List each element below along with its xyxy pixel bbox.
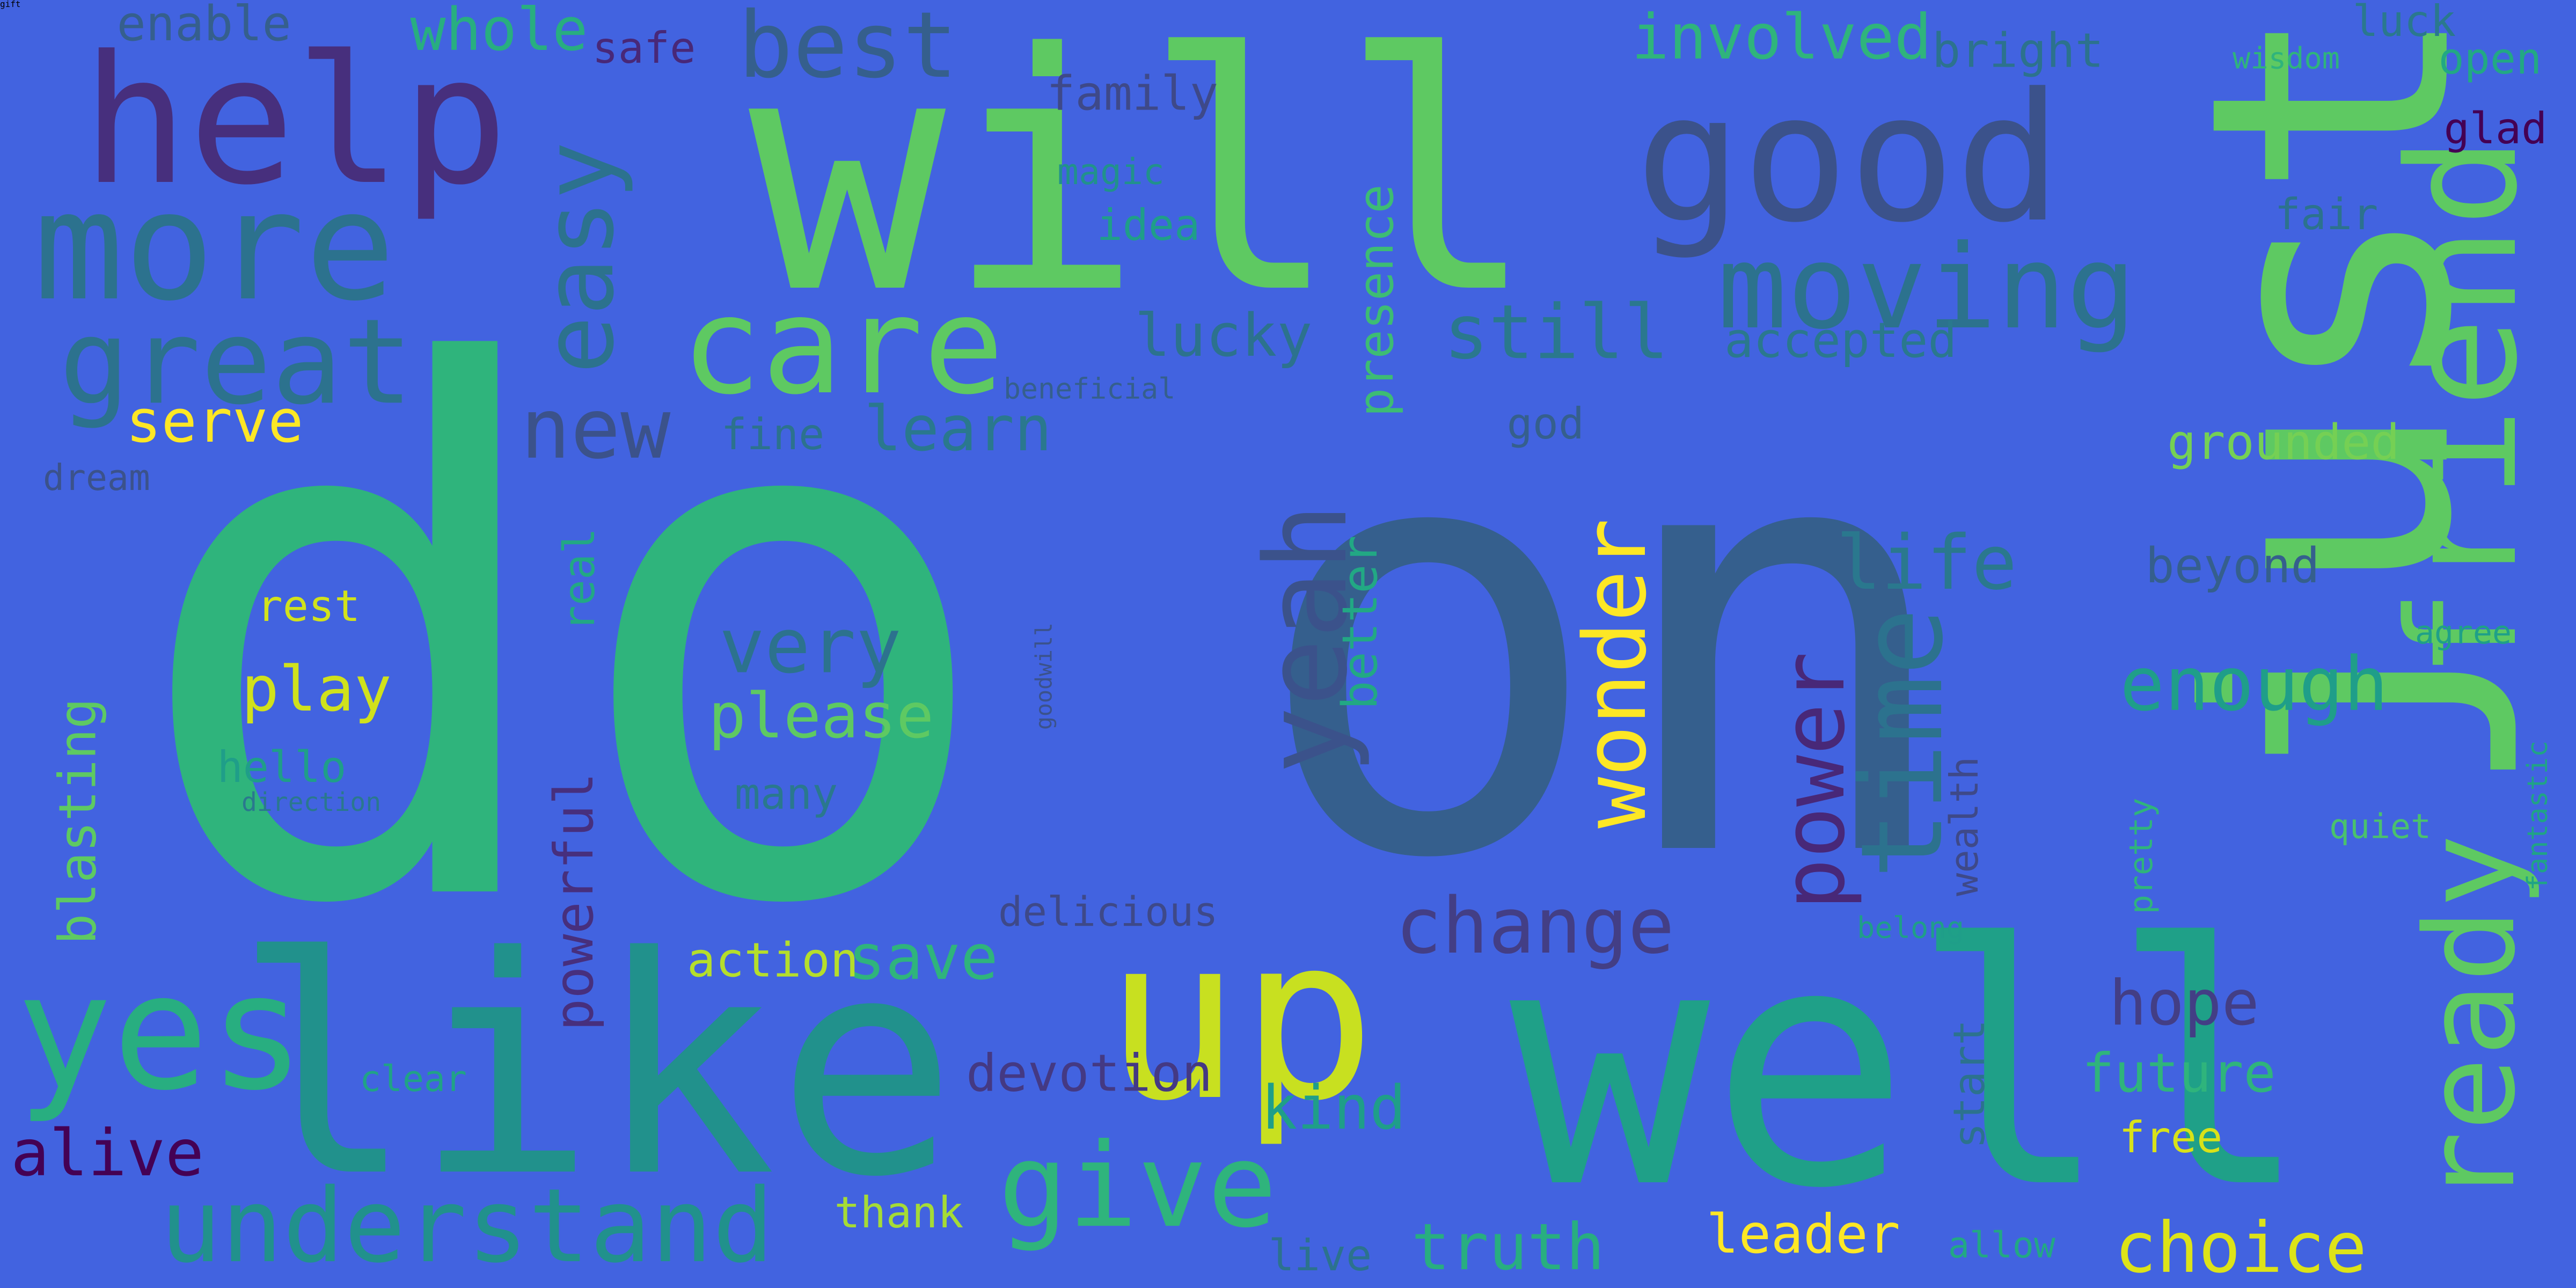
word-better: better xyxy=(1332,535,1388,710)
word-blasting: blasting xyxy=(48,698,108,945)
word-hello: hello xyxy=(217,742,347,792)
word-devotion: devotion xyxy=(966,1043,1213,1103)
word-beyond: beyond xyxy=(2145,538,2320,594)
word-wealth: wealth xyxy=(1942,756,1987,896)
word-care: care xyxy=(680,268,1004,424)
word-life: life xyxy=(1836,519,2017,607)
word-choice: choice xyxy=(2114,1206,2367,1288)
word-best: best xyxy=(738,0,958,99)
word-like: like xyxy=(233,893,957,1243)
word-enough: enough xyxy=(2120,640,2389,728)
word-more: more xyxy=(33,159,396,334)
word-gift: gift xyxy=(0,0,21,9)
word-lucky: lucky xyxy=(1135,301,1313,370)
word-agree: agree xyxy=(2415,614,2512,652)
word-luck: luck xyxy=(2352,0,2456,46)
word-quiet: quiet xyxy=(2329,806,2431,846)
word-clear: clear xyxy=(360,1057,467,1100)
word-open: open xyxy=(2438,34,2542,84)
word-safe: safe xyxy=(592,23,696,73)
word-idea: idea xyxy=(1096,200,1201,250)
word-family: family xyxy=(1046,65,1219,121)
word-future: future xyxy=(2082,1042,2276,1104)
word-magic: magic xyxy=(1057,150,1165,193)
word-goodwill: goodwill xyxy=(1030,623,1057,730)
word-god: god xyxy=(1506,399,1585,449)
word-real: real xyxy=(554,528,604,632)
word-fantastic: fantastic xyxy=(2522,740,2555,891)
word-well: well xyxy=(1509,874,2311,1261)
word-new: new xyxy=(521,380,671,478)
word-wonder: wonder xyxy=(1565,518,1665,829)
word-direction: direction xyxy=(241,787,382,817)
word-change: change xyxy=(1395,881,1675,971)
word-many: many xyxy=(734,769,838,819)
word-wisdom: wisdom xyxy=(2233,41,2340,76)
word-whole: whole xyxy=(410,0,588,64)
word-still: still xyxy=(1444,289,1669,376)
word-glad: glad xyxy=(2443,104,2548,153)
word-leader: leader xyxy=(1706,1203,1900,1265)
word-enable: enable xyxy=(116,0,291,52)
word-hope: hope xyxy=(2109,967,2259,1040)
word-very: very xyxy=(719,602,902,691)
word-powerful: powerful xyxy=(543,772,605,1031)
word-please: please xyxy=(708,679,934,752)
word-thank: thank xyxy=(834,1188,964,1238)
word-fair: fair xyxy=(2274,189,2379,239)
word-accepted: accepted xyxy=(1724,312,1957,369)
word-fine: fine xyxy=(721,409,825,459)
word-pretty: pretty xyxy=(2123,797,2160,914)
word-start: start xyxy=(1944,1019,1994,1149)
word-help: help xyxy=(82,18,509,224)
word-delicious: delicious xyxy=(998,888,1218,936)
word-on: on xyxy=(1250,301,1962,987)
word-serve: serve xyxy=(126,387,304,456)
word-beneficial: beneficial xyxy=(1004,372,1176,406)
word-great: great xyxy=(59,293,414,431)
word-bright: bright xyxy=(1932,23,2104,78)
word-alive: alive xyxy=(11,1116,204,1191)
word-easy: easy xyxy=(523,141,635,374)
word-moving: moving xyxy=(1717,219,2136,355)
word-grounded: grounded xyxy=(2167,414,2400,471)
word-yes: yes xyxy=(16,939,305,1126)
word-involved: involved xyxy=(1631,1,1932,74)
word-action: action xyxy=(687,932,859,988)
word-truth: truth xyxy=(1411,1210,1605,1285)
word-ready: ready xyxy=(2399,833,2543,1206)
word-good: good xyxy=(1635,55,2062,261)
word-do: do xyxy=(129,219,1001,1063)
word-allow: allow xyxy=(1948,1224,2055,1266)
word-free: free xyxy=(2119,1113,2223,1162)
word-kind: kind xyxy=(1261,1073,1406,1143)
word-will: will xyxy=(749,0,1538,365)
word-play: play xyxy=(241,653,392,726)
word-save: save xyxy=(848,921,998,994)
word-learn: learn xyxy=(864,392,1052,465)
word-friend: friend xyxy=(2376,136,2551,679)
word-rest: rest xyxy=(257,581,361,631)
word-up: up xyxy=(1104,888,1376,1151)
word-dream: dream xyxy=(43,456,150,499)
word-presence: presence xyxy=(1348,184,1404,417)
word-understand: understand xyxy=(160,1167,774,1285)
word-live: live xyxy=(1268,1231,1372,1280)
word-give: give xyxy=(998,1118,1277,1254)
word-belong: belong xyxy=(1857,911,1965,946)
